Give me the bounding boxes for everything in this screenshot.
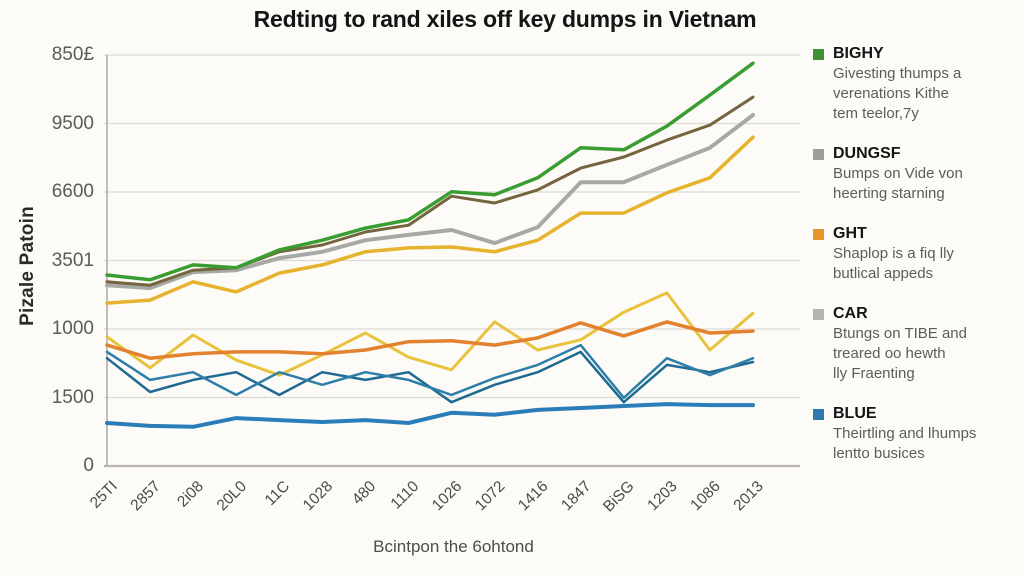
x-tick-label: 11C: [262, 478, 293, 509]
legend-item-description: Btungs on TIBE and: [833, 325, 967, 342]
x-tick-label: 2857: [127, 478, 163, 514]
legend-swatch-icon: [813, 149, 824, 160]
series-teal-line: [105, 343, 755, 400]
legend-swatch-icon: [813, 309, 824, 320]
legend-item-blue: BLUE Theirtling and lhumps lentto busices: [813, 404, 1018, 464]
y-axis-tick-labels: 850£ 9500 6600 3501 1000 1500 0: [0, 0, 98, 576]
x-tick-label: 25TI: [87, 478, 121, 512]
y-tick-label: 1000: [51, 318, 94, 339]
legend-item-description: verenations Kithe: [833, 85, 949, 102]
series-yellow-zigzag-line: [105, 291, 755, 377]
legend-item-description: Givesting thumps a: [833, 65, 962, 82]
legend-item-ght: GHT Shaplop is a fiq lly butlical appeds: [813, 224, 1018, 284]
y-tick-label: 850£: [51, 44, 94, 65]
legend-swatch-icon: [813, 229, 824, 240]
x-tick-label: 1026: [429, 478, 465, 514]
y-tick-label: 6600: [51, 181, 94, 202]
legend-item-description: heerting starning: [833, 185, 945, 202]
legend-item-name: CAR: [833, 305, 868, 322]
x-tick-label: 1028: [300, 478, 336, 514]
x-axis-title: Bcintpon the 6ohtond: [373, 537, 534, 556]
x-tick-label: 1847: [558, 478, 594, 514]
legend-item-description: treared oo hewth: [833, 345, 946, 362]
legend-item-description: Theirtling and lhumps: [833, 425, 977, 442]
x-tick-label: 2i08: [174, 478, 207, 511]
series-brown-line: [105, 95, 755, 287]
y-tick-label: 0: [83, 455, 94, 476]
x-tick-label: 20L0: [214, 478, 251, 515]
legend-item-name: BIGHY: [833, 45, 884, 62]
chart-legend: BIGHY Givesting thumps a verenations Kithe…: [813, 44, 1018, 464]
legend-item-name: DUNGSF: [833, 145, 901, 162]
x-tick-label: 1203: [644, 478, 680, 514]
y-tick-label: 1500: [51, 386, 94, 408]
x-tick-label: 1416: [515, 478, 551, 514]
legend-item-description: tem teelor,7y: [833, 105, 919, 122]
y-tick-label: 3501: [51, 249, 94, 271]
legend-item-dungsf: DUNGSF Bumps on Vide von heerting starning: [813, 144, 1018, 204]
x-tick-label: 1110: [388, 478, 423, 513]
x-tick-label: BiSG: [600, 478, 638, 516]
legend-item-description: lentto busices: [833, 445, 925, 462]
x-tick-label: 480: [349, 478, 380, 509]
legend-swatch-icon: [813, 409, 824, 420]
x-tick-label: 1072: [472, 478, 508, 514]
chart-title: Redting to rand xiles off key dumps in V…: [253, 6, 757, 32]
y-tick-label: 9500: [51, 112, 94, 134]
x-tick-label: 2013: [730, 478, 766, 514]
legend-item-name: GHT: [833, 225, 867, 242]
legend-item-description: Bumps on Vide von: [833, 165, 963, 182]
legend-item-car: CAR Btungs on TIBE and treared oo hewth lly…: [813, 304, 1018, 384]
series-gold-line: [105, 135, 755, 305]
legend-item-description: butlical appeds: [833, 265, 934, 282]
series-ght-orange-line: [105, 320, 755, 360]
legend-item-description: Shaplop is a fiq lly: [833, 245, 954, 262]
series-dungsf-gray-line: [105, 113, 755, 291]
x-tick-label: 1086: [687, 478, 723, 514]
legend-item-description: lly Fraenting: [833, 365, 915, 382]
series-blue-flat-line: [105, 402, 755, 429]
series-bighy-green-line: [105, 61, 755, 282]
legend-item-bighy: BIGHY Givesting thumps a verenations Kithe…: [813, 44, 1018, 124]
legend-swatch-icon: [813, 49, 824, 60]
legend-item-name: BLUE: [833, 405, 877, 422]
